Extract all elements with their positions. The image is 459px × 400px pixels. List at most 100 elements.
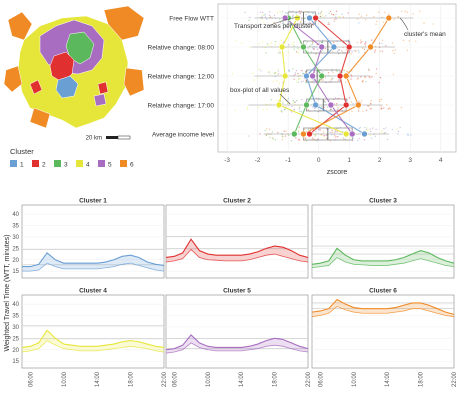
zscore-zone-point (315, 97, 318, 99)
zscore-zone-point (319, 13, 321, 16)
zscore-zone-point (387, 13, 390, 15)
zscore-zone-point (335, 13, 337, 16)
zscore-zone-point (265, 134, 268, 137)
zscore-zone-point (285, 130, 287, 132)
zscore-zone-point (375, 23, 377, 25)
zscore-zone-point (369, 76, 371, 79)
zscore-zone-point (371, 39, 373, 41)
annotation-arrow (279, 93, 291, 105)
zscore-zone-point (288, 69, 290, 72)
zscore-zone-point (378, 81, 380, 84)
zscore-zone-point (301, 19, 303, 21)
zscore-mean-point (275, 101, 283, 109)
zscore-zone-point (307, 51, 309, 53)
zscore-zone-point (364, 76, 366, 79)
panel-band (312, 299, 454, 317)
zscore-zone-point (321, 41, 323, 43)
panel-grid: Cluster 1 15 20 25 30 35 40 Cluster 2 Cluster 3 C… (12, 198, 458, 388)
zscore-zone-point (303, 128, 306, 131)
zscore-zone-point (359, 42, 362, 44)
zscore-zone-point (346, 99, 348, 101)
zscore-zone-point (278, 18, 281, 20)
zscore-zone-point (316, 48, 319, 50)
zscore-zone-point (333, 19, 336, 21)
panel-band (312, 248, 454, 268)
zscore-mean-point (327, 101, 335, 109)
zscore-zone-point (385, 44, 387, 47)
annotation-arrow (267, 16, 301, 27)
zscore-zone-point (313, 12, 315, 15)
zscore-zone-point (280, 39, 283, 42)
zscore-zone-point (338, 49, 340, 51)
zscore-zone-point (357, 49, 360, 52)
zscore-zone-point (367, 105, 369, 107)
panel-lower-line (165, 342, 309, 354)
zscore-zone-point (345, 49, 348, 51)
zscore-zone-point (368, 129, 370, 131)
zscore-zone-point (333, 20, 335, 23)
zscore-zone-point (312, 42, 314, 45)
zscore-zone-point (335, 18, 337, 20)
zscore-zone-point (304, 70, 307, 73)
zscore-zone-point (380, 98, 383, 101)
zscore-mean-point (330, 43, 338, 51)
zscore-zone-point (276, 74, 279, 76)
zscore-zone-point (337, 79, 339, 81)
zscore-zone-point (279, 110, 282, 112)
cluster-panel: Cluster 6 06:00 10:00 14:00 18:00 22:00 (311, 288, 458, 387)
zscore-zone-point (365, 109, 368, 111)
zscore-zone-point (267, 44, 270, 46)
zscore-zone-point (323, 16, 325, 18)
zscore-zone-point (293, 78, 295, 80)
zscore-zone-point (303, 21, 306, 23)
zscore-zone-point (343, 69, 346, 72)
zscore-zone-point (334, 131, 336, 134)
zscore-zone-point (277, 131, 279, 134)
zscore-zone-point (287, 97, 290, 100)
zscore-zone-point (294, 101, 297, 103)
zscore-zone-point (270, 42, 272, 44)
zscore-zone-point (329, 10, 332, 13)
zscore-zone-point (316, 140, 318, 142)
zscore-zone-point (393, 19, 395, 21)
zscore-mean-point (367, 43, 374, 51)
zscore-zone-point (312, 41, 314, 43)
zscore-zone-point (264, 13, 267, 16)
zscore-zone-point (279, 10, 281, 13)
zscore-zone-point (286, 98, 288, 101)
zscore-zone-point (297, 73, 299, 75)
panel-upper-line (22, 252, 165, 268)
panel-upper-line (165, 334, 309, 351)
zscore-zone-point (313, 47, 315, 50)
zscore-zone-point (397, 133, 399, 135)
zscore-zone-point (384, 131, 387, 133)
zscore-zone-point (258, 68, 261, 70)
panel-y-tick-label: 35 (12, 224, 19, 230)
zscore-zone-point (319, 15, 322, 18)
zscore-zone-point (360, 15, 363, 18)
zscore-zone-point (320, 79, 322, 81)
zscore-zone-point (362, 81, 364, 83)
zscore-zone-point (337, 108, 339, 110)
zscore-zone-point (329, 140, 331, 142)
zscore-zone-point (362, 110, 364, 113)
zscore-zone-point (330, 80, 332, 82)
zscore-zone-point (385, 127, 387, 129)
zscore-zone-point (281, 11, 284, 13)
zscore-zone-point (261, 16, 263, 18)
zscore-zone-point (277, 70, 279, 72)
panel-title: Cluster 3 (369, 198, 397, 205)
panel-x-tick-label: 10:00 (352, 371, 358, 387)
zscore-zone-point (321, 105, 323, 108)
zscore-zone-point (375, 128, 377, 131)
zscore-zone-point (356, 41, 359, 44)
panel-title: Cluster 6 (369, 288, 397, 295)
zscore-zone-point (331, 129, 333, 131)
zscore-zone-point (369, 134, 371, 137)
zscore-zone-point (412, 13, 414, 15)
legend-swatch (120, 160, 127, 167)
cluster-map: 20 km (3, 5, 145, 142)
zscore-zone-point (306, 41, 308, 43)
zscore-zone-point (293, 108, 296, 110)
map-zone-cluster-2 (97, 81, 109, 95)
